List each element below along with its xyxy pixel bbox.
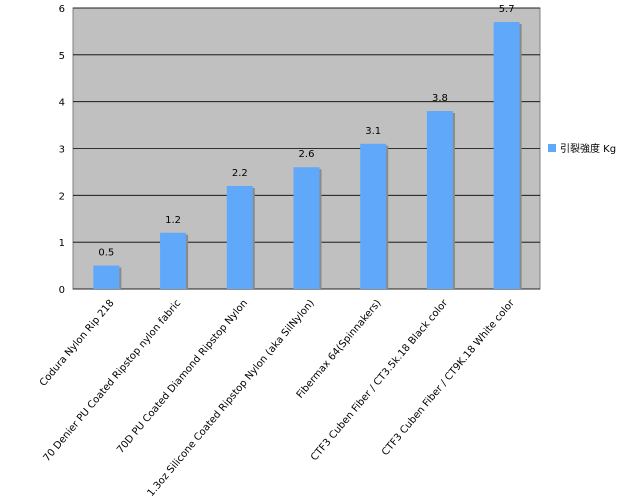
y-tick-label: 4 [59, 98, 65, 109]
data-label: 3.8 [432, 93, 448, 104]
x-tick-label: 70D PU Coated Diamond Ripstop Nylon [115, 298, 250, 456]
x-tick-label: 70 Denier PU Coated Ripstop nylon fabric [42, 298, 184, 464]
bar [426, 111, 453, 290]
bar [226, 185, 253, 289]
y-tick-label: 0 [59, 285, 65, 296]
x-tick-label: Codura Nylon Rip 218 [38, 298, 117, 389]
legend-swatch [548, 144, 556, 152]
bar [93, 265, 120, 289]
x-tick-label: CTF3 Cuben Fiber / CT3.5k.18 Black color [309, 297, 451, 463]
x-tick-label: CTF3 Cuben Fiber / CT9K.18 White color [380, 297, 517, 458]
y-tick-label: 5 [59, 51, 65, 62]
data-label: 2.2 [232, 168, 248, 179]
data-label: 2.6 [299, 149, 315, 160]
legend-label: 引裂強度 Kg [560, 142, 616, 155]
bar [160, 232, 187, 289]
data-label: 1.2 [165, 215, 181, 226]
bar [493, 22, 520, 290]
data-label: 3.1 [365, 126, 381, 137]
data-label: 5.7 [499, 4, 515, 15]
y-tick-label: 6 [59, 4, 65, 15]
y-tick-label: 3 [59, 145, 65, 156]
data-label: 0.5 [98, 248, 114, 259]
y-tick-label: 2 [59, 191, 65, 202]
bar [360, 143, 387, 289]
y-tick-label: 1 [59, 238, 65, 249]
bar [293, 167, 320, 289]
